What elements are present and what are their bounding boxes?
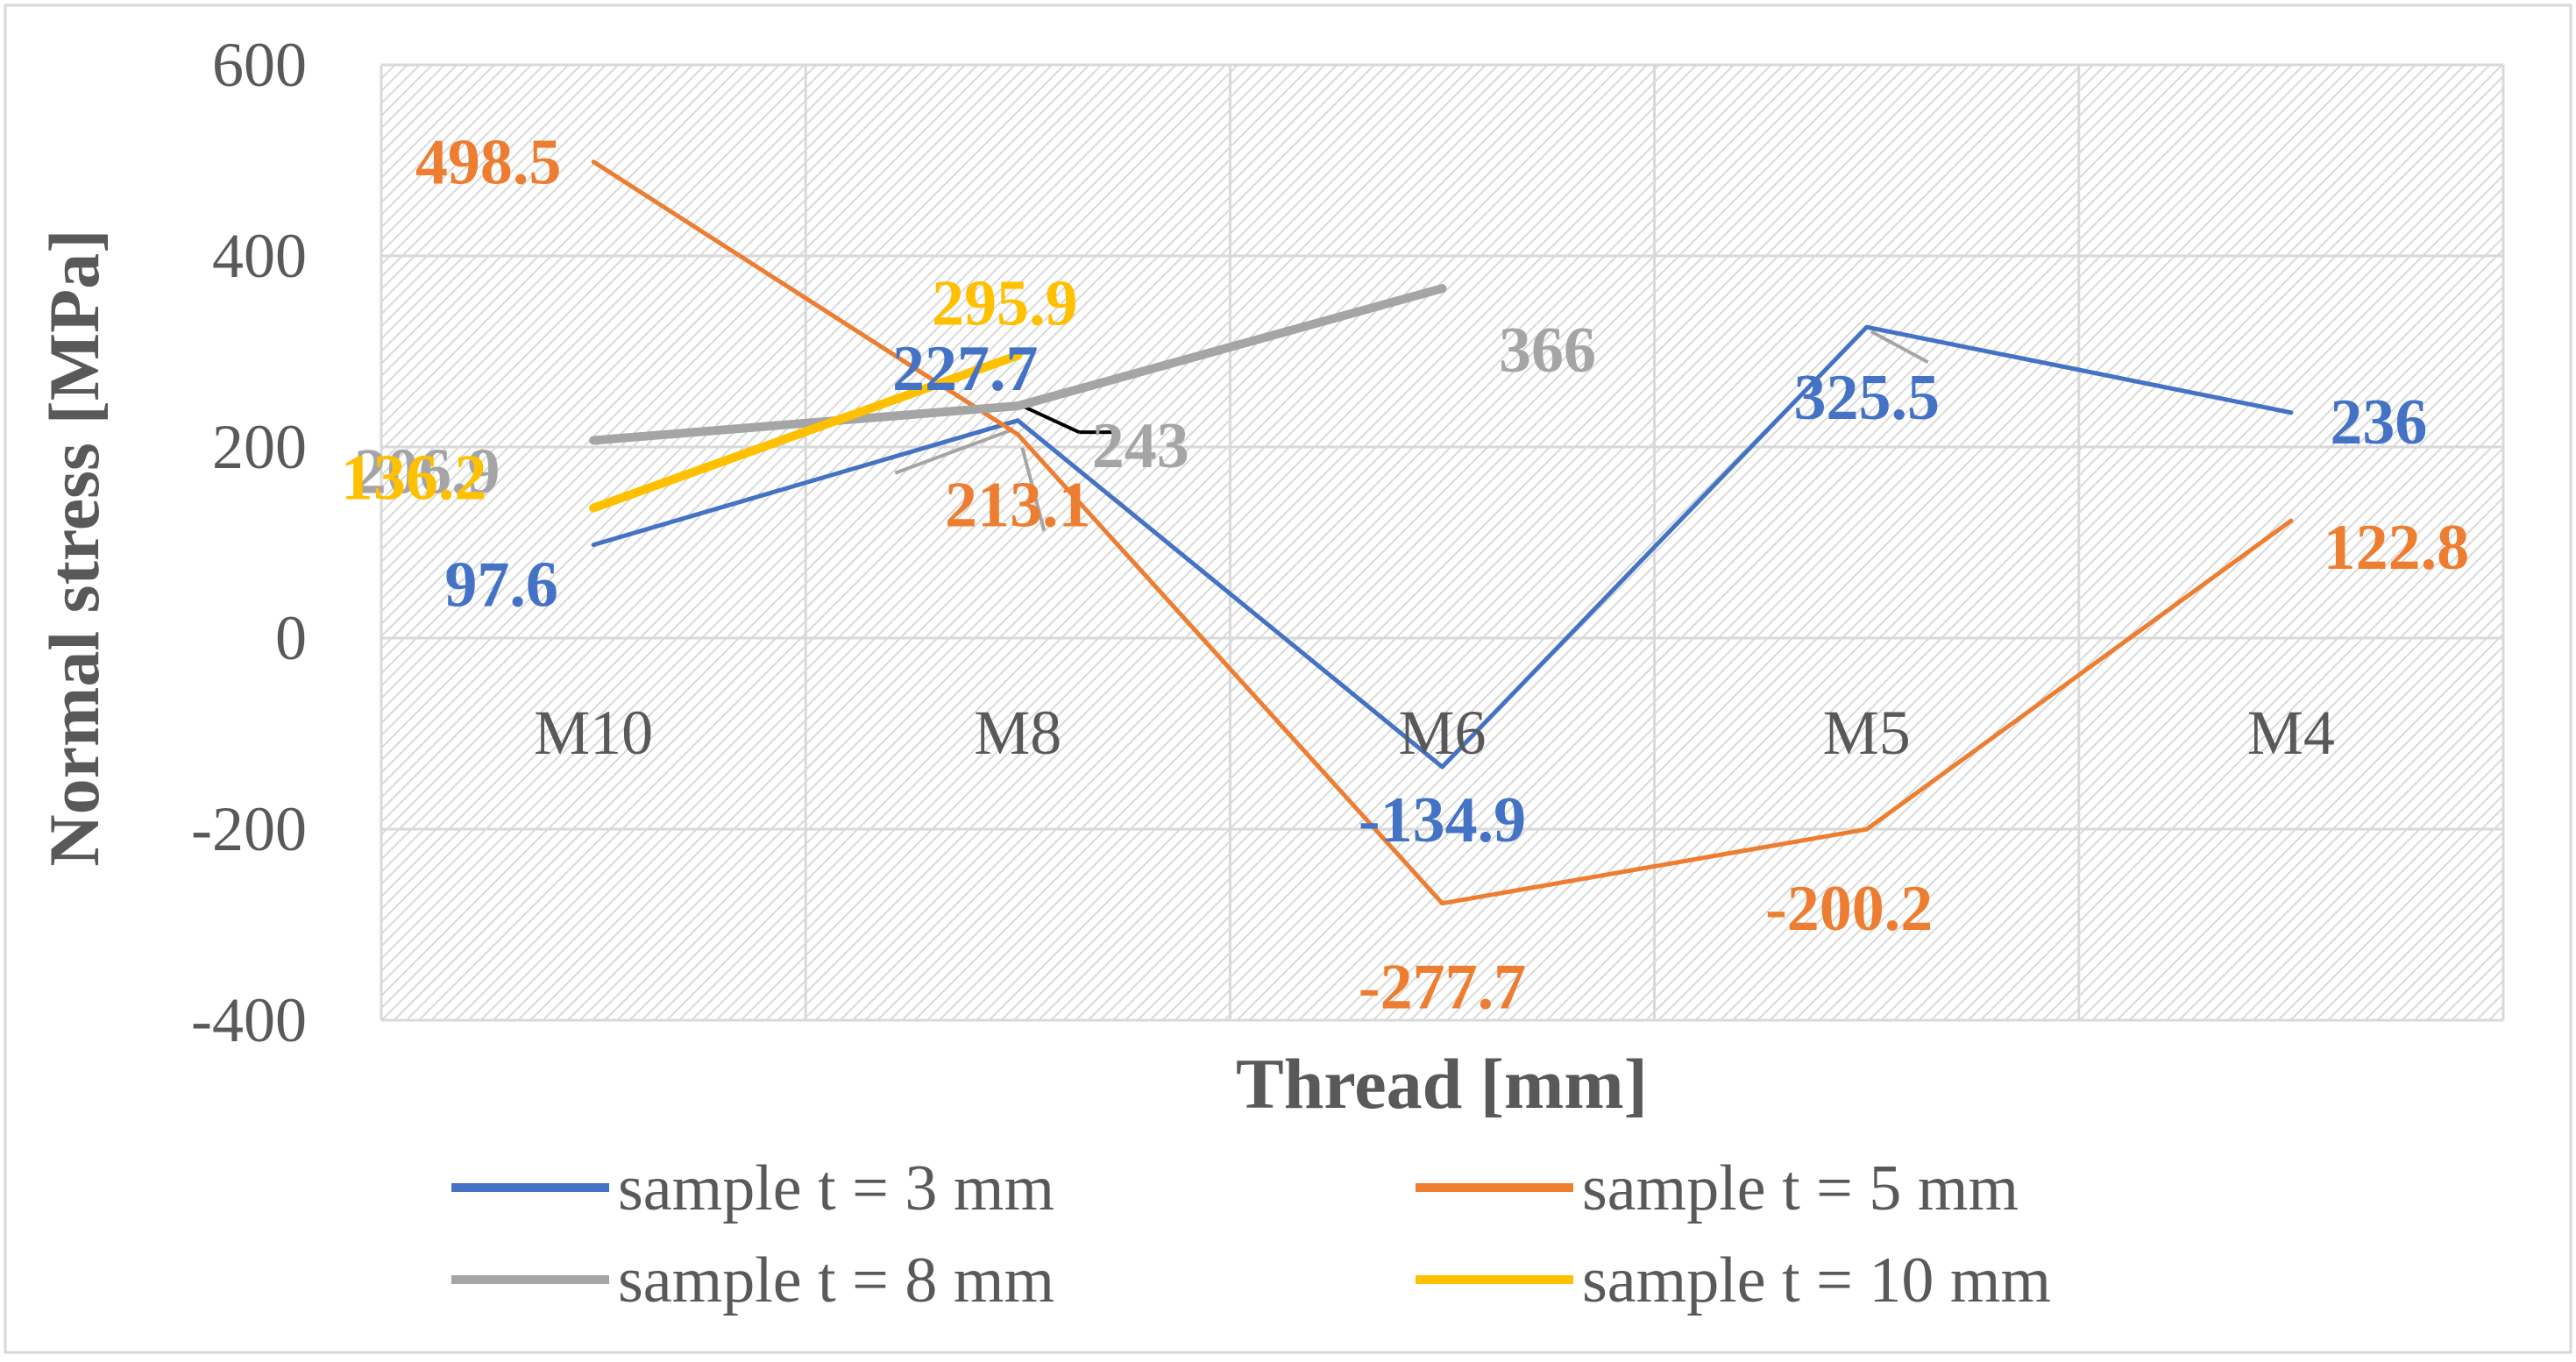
y-axis-ticks: 600 400 200 0 -200 -400: [191, 30, 307, 1055]
x-tick-label: M8: [974, 698, 1061, 768]
data-label: -200.2: [1765, 873, 1933, 945]
legend-item: sample t = 10 mm: [1416, 1245, 2051, 1316]
data-label: 498.5: [415, 127, 562, 199]
legend-label: sample t = 3 mm: [618, 1153, 1054, 1224]
series-lines: [589, 160, 2294, 906]
label-leader-lines: [894, 330, 1929, 532]
x-tick-label: M6: [1398, 698, 1486, 768]
leader-line: [894, 427, 1014, 475]
data-label: 206.9: [354, 436, 500, 507]
legend-item: sample t = 5 mm: [1416, 1153, 2019, 1224]
y-tick-label: -400: [191, 985, 307, 1055]
x-tick-label: M4: [2247, 698, 2335, 768]
data-label: 136.2: [341, 443, 487, 514]
data-labels: 97.6 227.7 -134.9 325.5 236 498.5 213.1 -277.7 -…: [341, 127, 2469, 1024]
legend-label: sample t = 8 mm: [618, 1245, 1054, 1316]
data-label: 366: [1499, 315, 1596, 387]
leader-line: [1020, 447, 1047, 532]
legend-label: sample t = 5 mm: [1582, 1153, 2019, 1224]
data-label: 325.5: [1793, 362, 1940, 434]
x-tick-label: M10: [534, 698, 653, 768]
data-label: 243: [1092, 410, 1189, 482]
gridlines: [380, 63, 2505, 1022]
y-tick-label: -200: [191, 794, 307, 864]
legend-label: sample t = 10 mm: [1582, 1245, 2051, 1316]
leader-line: [1870, 330, 1929, 364]
y-tick-label: 600: [212, 30, 307, 100]
x-axis-ticks: M10 M8 M6 M5 M4: [534, 698, 2335, 768]
y-tick-label: 400: [212, 221, 307, 291]
data-label: 236: [2330, 387, 2427, 458]
data-label: -134.9: [1359, 784, 1526, 856]
data-label: 295.9: [932, 267, 1078, 339]
series-line: [589, 284, 1447, 445]
legend-item: sample t = 8 mm: [451, 1245, 1054, 1316]
series-line: [591, 160, 2294, 906]
series-line: [591, 324, 2294, 770]
y-tick-label: 200: [212, 412, 307, 482]
y-tick-label: 0: [275, 603, 307, 673]
legend-item: sample t = 3 mm: [451, 1153, 1054, 1224]
leader-line: [1021, 404, 1081, 434]
data-label: 122.8: [2324, 512, 2470, 584]
y-axis-title: Normal stress [MPa]: [34, 229, 114, 866]
data-label: 213.1: [945, 470, 1091, 542]
data-label: 97.6: [444, 550, 558, 621]
data-label: 227.7: [892, 333, 1039, 405]
plot-area-background: [381, 65, 2503, 1020]
series-line: [589, 351, 1023, 513]
data-label: -277.7: [1359, 952, 1526, 1024]
legend: sample t = 3 mm sample t = 5 mm sample t =…: [451, 1153, 2051, 1316]
x-axis-title: Thread [mm]: [1236, 1044, 1648, 1124]
x-tick-label: M5: [1823, 698, 1911, 768]
